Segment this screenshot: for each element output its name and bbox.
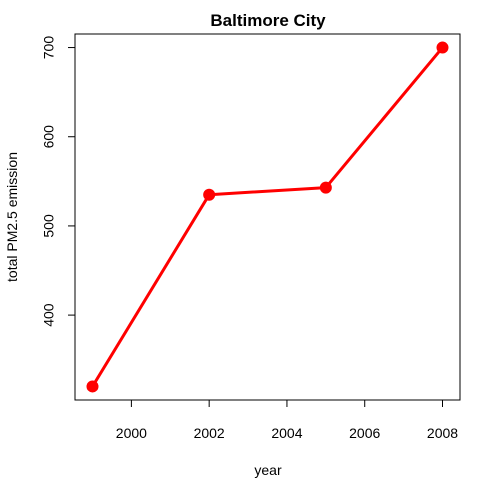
x-tick-label: 2002 bbox=[194, 425, 225, 441]
x-tick-label: 2006 bbox=[349, 425, 380, 441]
data-point bbox=[436, 41, 449, 54]
data-point bbox=[203, 188, 216, 201]
y-tick-label: 600 bbox=[41, 125, 57, 149]
series-layer bbox=[86, 41, 449, 393]
x-tick-label: 2000 bbox=[116, 425, 147, 441]
x-axis: 2000 2002 2004 2006 2008 bbox=[116, 399, 458, 441]
y-axis: 400 500 600 700 bbox=[41, 36, 76, 327]
x-tick-label: 2008 bbox=[427, 425, 458, 441]
data-point bbox=[319, 181, 332, 194]
y-axis-label: total PM2.5 emission bbox=[4, 152, 20, 282]
y-tick-label: 700 bbox=[41, 36, 57, 60]
x-axis-label: year bbox=[254, 462, 282, 478]
chart-title: Baltimore City bbox=[210, 11, 326, 30]
plot-frame bbox=[74, 33, 461, 401]
series-line bbox=[91, 46, 444, 388]
y-tick-label: 500 bbox=[41, 214, 57, 238]
y-tick-label: 400 bbox=[41, 303, 57, 327]
x-tick-label: 2004 bbox=[271, 425, 302, 441]
data-point bbox=[86, 380, 99, 393]
